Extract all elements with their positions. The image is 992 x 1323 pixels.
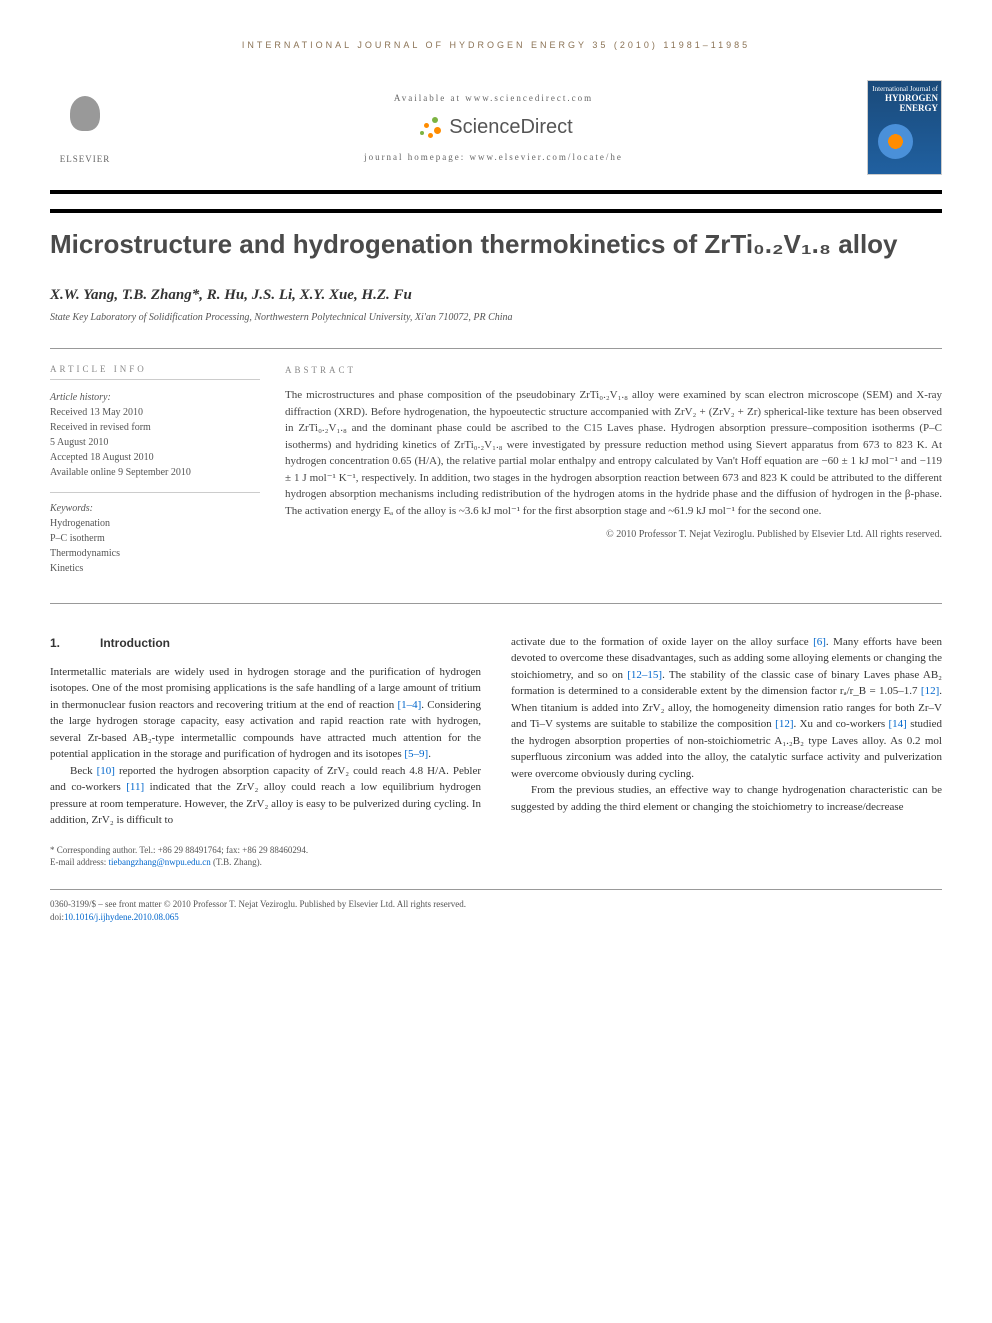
journal-header: INTERNATIONAL JOURNAL OF HYDROGEN ENERGY… bbox=[50, 40, 942, 50]
corresponding-author: * Corresponding author. Tel.: +86 29 884… bbox=[50, 844, 481, 869]
paragraph: Beck [10] reported the hydrogen absorpti… bbox=[50, 763, 481, 829]
footer: 0360-3199/$ – see front matter © 2010 Pr… bbox=[50, 889, 942, 923]
body-columns: 1.Introduction Intermetallic materials a… bbox=[50, 634, 942, 869]
elsevier-tree-icon bbox=[60, 91, 110, 151]
footer-doi: doi:10.1016/j.ijhydene.2010.08.065 bbox=[50, 911, 942, 924]
section-heading: 1.Introduction bbox=[50, 634, 481, 652]
journal-homepage[interactable]: journal homepage: www.elsevier.com/locat… bbox=[120, 152, 867, 162]
cover-title: International Journal of HYDROGEN ENERGY bbox=[868, 81, 941, 118]
sciencedirect-icon bbox=[414, 115, 444, 140]
header-center: Available at www.sciencedirect.com Scien… bbox=[120, 93, 867, 162]
ref-link[interactable]: [12–15] bbox=[627, 669, 662, 681]
ref-link[interactable]: [5–9] bbox=[404, 748, 428, 760]
paragraph: activate due to the formation of oxide l… bbox=[511, 634, 942, 783]
authors: X.W. Yang, T.B. Zhang*, R. Hu, J.S. Li, … bbox=[50, 287, 942, 304]
ref-link[interactable]: [12] bbox=[921, 685, 939, 697]
elsevier-logo[interactable]: ELSEVIER bbox=[50, 91, 120, 164]
abstract-text: The microstructures and phase compositio… bbox=[285, 387, 942, 519]
info-abstract-row: ARTICLE INFO Article history: Received 1… bbox=[50, 348, 942, 604]
paragraph: From the previous studies, an effective … bbox=[511, 782, 942, 815]
abstract: ABSTRACT The microstructures and phase c… bbox=[285, 364, 942, 588]
ref-link[interactable]: [12] bbox=[775, 718, 793, 730]
title-section: Microstructure and hydrogenation thermok… bbox=[50, 209, 942, 262]
paragraph: Intermetallic materials are widely used … bbox=[50, 664, 481, 763]
footer-copyright: 0360-3199/$ – see front matter © 2010 Pr… bbox=[50, 898, 942, 911]
ref-link[interactable]: [11] bbox=[126, 781, 144, 793]
abstract-heading: ABSTRACT bbox=[285, 364, 942, 378]
affiliation: State Key Laboratory of Solidification P… bbox=[50, 312, 942, 323]
ref-link[interactable]: [6] bbox=[813, 636, 826, 648]
ref-link[interactable]: [1–4] bbox=[397, 699, 421, 711]
column-right: activate due to the formation of oxide l… bbox=[511, 634, 942, 869]
doi-link[interactable]: 10.1016/j.ijhydene.2010.08.065 bbox=[64, 912, 179, 922]
keywords-block: Keywords: Hydrogenation P–C isotherm The… bbox=[50, 492, 260, 576]
article-history: Article history: Received 13 May 2010 Re… bbox=[50, 390, 260, 480]
email-link[interactable]: tiebangzhang@nwpu.edu.cn bbox=[108, 857, 210, 867]
info-heading: ARTICLE INFO bbox=[50, 364, 260, 380]
column-left: 1.Introduction Intermetallic materials a… bbox=[50, 634, 481, 869]
sciencedirect-logo[interactable]: ScienceDirect bbox=[414, 115, 572, 140]
cover-image bbox=[878, 124, 913, 159]
article-info: ARTICLE INFO Article history: Received 1… bbox=[50, 364, 260, 588]
ref-link[interactable]: [14] bbox=[889, 718, 907, 730]
elsevier-label: ELSEVIER bbox=[60, 154, 111, 164]
available-at: Available at www.sciencedirect.com bbox=[120, 93, 867, 103]
abstract-copyright: © 2010 Professor T. Nejat Veziroglu. Pub… bbox=[285, 527, 942, 542]
article-title: Microstructure and hydrogenation thermok… bbox=[50, 228, 942, 262]
ref-link[interactable]: [10] bbox=[97, 765, 115, 777]
journal-cover[interactable]: International Journal of HYDROGEN ENERGY bbox=[867, 80, 942, 175]
header-box: ELSEVIER Available at www.sciencedirect.… bbox=[50, 70, 942, 194]
sciencedirect-text: ScienceDirect bbox=[449, 116, 572, 139]
